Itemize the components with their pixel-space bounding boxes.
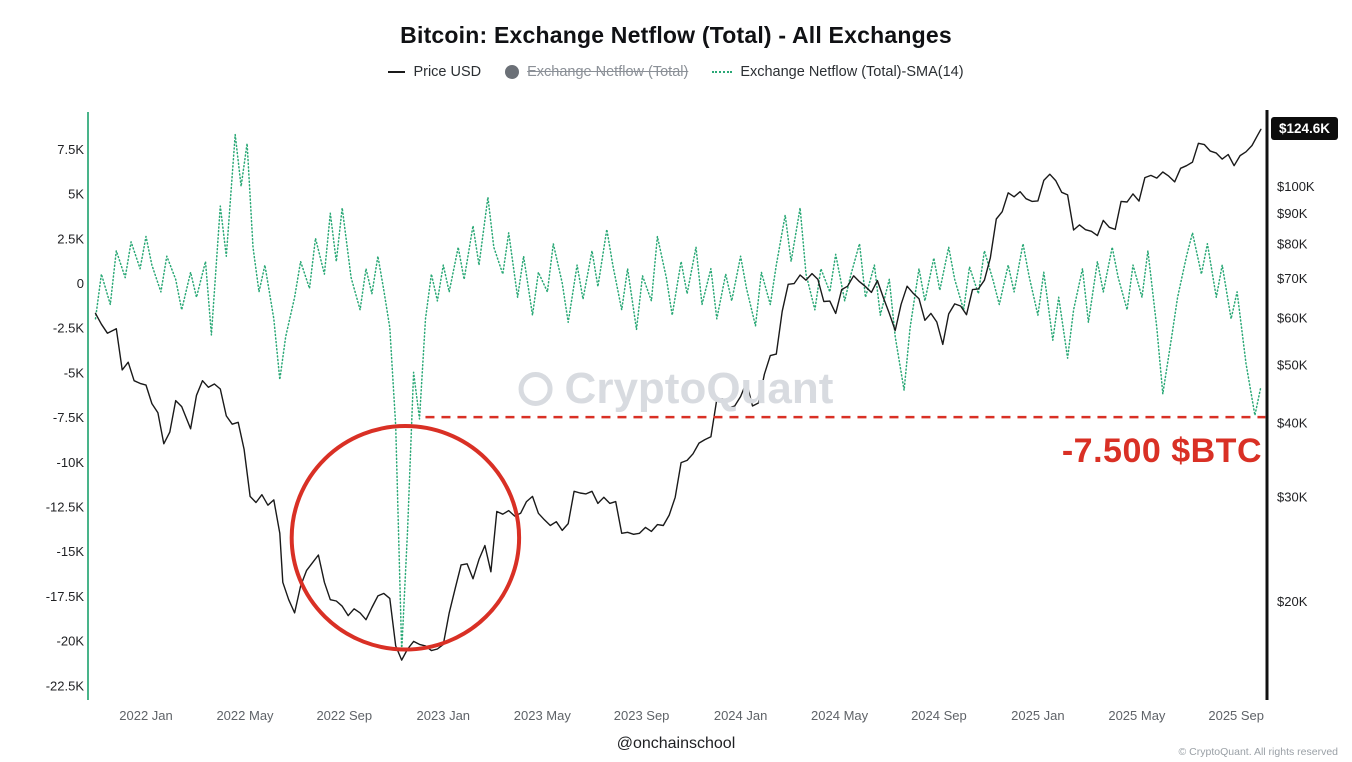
sma-dotted-line-icon — [712, 71, 733, 73]
left-axis-tick-label: 7.5K — [57, 142, 84, 157]
x-axis-tick-label: 2025 Sep — [1208, 708, 1264, 723]
right-axis-tick-label: $100K — [1277, 179, 1315, 194]
left-axis-tick-label: -20K — [57, 634, 85, 649]
right-axis-tick-label: $50K — [1277, 358, 1308, 373]
x-axis-tick-label: 2024 May — [811, 708, 869, 723]
chart-title: Bitcoin: Exchange Netflow (Total) - All … — [400, 22, 952, 48]
left-axis-tick-label: -17.5K — [46, 589, 85, 604]
left-axis-tick-label: -12.5K — [46, 500, 85, 515]
x-axis-tick-label: 2023 Sep — [614, 708, 670, 723]
legend-netflow-label: Exchange Netflow (Total) — [527, 64, 689, 80]
legend-price-label: Price USD — [413, 64, 482, 80]
x-axis-tick-label: 2022 Jan — [119, 708, 173, 723]
right-axis-tick-label: $20K — [1277, 594, 1308, 609]
price-line — [94, 128, 1262, 661]
legend: Price USD Exchange Netflow (Total) Excha… — [0, 64, 1352, 80]
legend-item-sma[interactable]: Exchange Netflow (Total)-SMA(14) — [712, 64, 964, 80]
x-axis-tick-label: 2025 Jan — [1011, 708, 1065, 723]
x-axis-tick-label: 2023 Jan — [417, 708, 471, 723]
current-price-badge: $124.6K — [1271, 117, 1339, 140]
right-axis-tick-label: $40K — [1277, 415, 1308, 430]
x-axis-tick-label: 2024 Sep — [911, 708, 967, 723]
right-axis-tick-label: $90K — [1277, 206, 1308, 221]
legend-item-netflow[interactable]: Exchange Netflow (Total) — [505, 64, 688, 80]
netflow-dot-icon — [505, 65, 520, 79]
bottom-circle-annotation — [289, 424, 522, 652]
right-axis-tick-label: $70K — [1277, 271, 1308, 286]
left-axis-tick-label: -2.5K — [53, 321, 84, 336]
legend-item-price[interactable]: Price USD — [388, 64, 481, 80]
right-axis-tick-label: $30K — [1277, 489, 1308, 504]
left-axis-tick-label: 0 — [77, 276, 84, 291]
x-axis-tick-label: 2022 May — [216, 708, 274, 723]
netflow-annotation-label: -7.500 $BTC — [1061, 432, 1262, 470]
x-axis-tick-label: 2024 Jan — [714, 708, 768, 723]
right-axis-tick-label: $80K — [1277, 237, 1308, 252]
x-axis-tick-label: 2023 May — [514, 708, 572, 723]
left-axis-tick-label: -10K — [57, 455, 85, 470]
price-line-swatch-icon — [388, 71, 406, 73]
left-axis-tick-label: -22.5K — [46, 678, 85, 693]
left-axis-tick-label: 2.5K — [57, 231, 84, 246]
copyright-text: © CryptoQuant. All rights reserved — [1178, 746, 1338, 758]
footer-handle: @onchainschool — [616, 735, 736, 752]
left-axis-tick-label: 5K — [68, 187, 84, 202]
right-axis-tick-label: $60K — [1277, 311, 1308, 326]
x-axis-tick-label: 2025 May — [1108, 708, 1166, 723]
x-axis-tick-label: 2022 Sep — [316, 708, 372, 723]
left-axis-tick-label: -15K — [57, 544, 85, 559]
legend-sma-label: Exchange Netflow (Total)-SMA(14) — [740, 64, 964, 80]
sma-line — [94, 133, 1262, 653]
left-axis-tick-label: -5K — [64, 365, 85, 380]
left-axis-tick-label: -7.5K — [53, 410, 84, 425]
